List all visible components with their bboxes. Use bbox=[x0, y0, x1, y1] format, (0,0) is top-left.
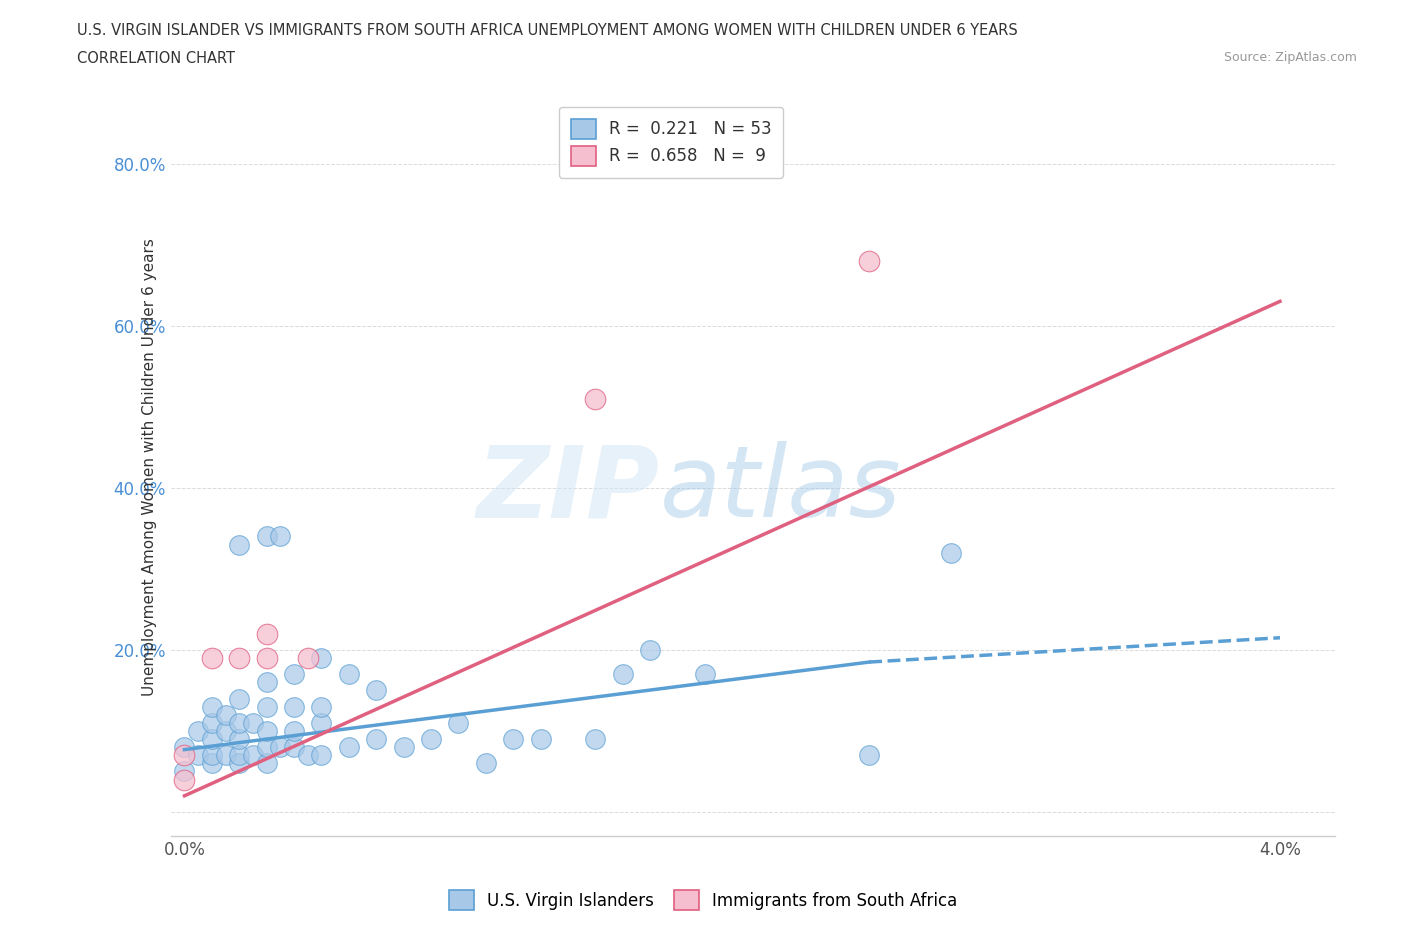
Point bbox=[420, 732, 443, 747]
Point bbox=[638, 643, 661, 658]
Point bbox=[474, 756, 496, 771]
Point bbox=[283, 724, 305, 738]
Point bbox=[858, 253, 880, 268]
Point bbox=[583, 732, 606, 747]
Point bbox=[502, 732, 524, 747]
Point bbox=[228, 691, 250, 706]
Point bbox=[214, 748, 236, 763]
Point bbox=[173, 739, 195, 754]
Point bbox=[201, 699, 224, 714]
Text: Source: ZipAtlas.com: Source: ZipAtlas.com bbox=[1223, 51, 1357, 64]
Text: CORRELATION CHART: CORRELATION CHART bbox=[77, 51, 235, 66]
Point bbox=[366, 732, 388, 747]
Point bbox=[337, 667, 360, 682]
Point bbox=[228, 538, 250, 552]
Point bbox=[242, 715, 264, 730]
Point bbox=[297, 748, 319, 763]
Point bbox=[173, 748, 195, 763]
Point bbox=[297, 651, 319, 666]
Point bbox=[214, 708, 236, 723]
Point bbox=[256, 626, 278, 641]
Text: U.S. VIRGIN ISLANDER VS IMMIGRANTS FROM SOUTH AFRICA UNEMPLOYMENT AMONG WOMEN WI: U.S. VIRGIN ISLANDER VS IMMIGRANTS FROM … bbox=[77, 23, 1018, 38]
Point bbox=[269, 529, 291, 544]
Point bbox=[941, 545, 963, 560]
Point bbox=[256, 739, 278, 754]
Point bbox=[256, 651, 278, 666]
Point bbox=[256, 756, 278, 771]
Point bbox=[256, 675, 278, 690]
Point bbox=[311, 748, 333, 763]
Point bbox=[366, 683, 388, 698]
Point bbox=[173, 772, 195, 787]
Point bbox=[242, 748, 264, 763]
Text: atlas: atlas bbox=[659, 441, 901, 538]
Point bbox=[529, 732, 551, 747]
Point bbox=[201, 756, 224, 771]
Point bbox=[214, 724, 236, 738]
Legend: R =  0.221   N = 53, R =  0.658   N =  9: R = 0.221 N = 53, R = 0.658 N = 9 bbox=[560, 107, 783, 178]
Point bbox=[311, 651, 333, 666]
Point bbox=[311, 715, 333, 730]
Point bbox=[228, 651, 250, 666]
Point bbox=[187, 748, 209, 763]
Legend: U.S. Virgin Islanders, Immigrants from South Africa: U.S. Virgin Islanders, Immigrants from S… bbox=[441, 884, 965, 917]
Point bbox=[283, 699, 305, 714]
Point bbox=[228, 756, 250, 771]
Point bbox=[311, 699, 333, 714]
Point bbox=[693, 667, 716, 682]
Point bbox=[228, 715, 250, 730]
Point bbox=[201, 715, 224, 730]
Point bbox=[269, 739, 291, 754]
Point bbox=[201, 651, 224, 666]
Point bbox=[283, 667, 305, 682]
Point bbox=[612, 667, 634, 682]
Point bbox=[201, 732, 224, 747]
Point bbox=[337, 739, 360, 754]
Point bbox=[228, 748, 250, 763]
Point bbox=[173, 764, 195, 779]
Y-axis label: Unemployment Among Women with Children Under 6 years: Unemployment Among Women with Children U… bbox=[142, 239, 157, 697]
Point bbox=[283, 739, 305, 754]
Point bbox=[201, 748, 224, 763]
Point bbox=[256, 699, 278, 714]
Point bbox=[228, 732, 250, 747]
Point bbox=[392, 739, 415, 754]
Point bbox=[256, 724, 278, 738]
Point bbox=[256, 529, 278, 544]
Text: ZIP: ZIP bbox=[477, 441, 659, 538]
Point bbox=[858, 748, 880, 763]
Point bbox=[187, 724, 209, 738]
Point bbox=[447, 715, 470, 730]
Point bbox=[583, 392, 606, 406]
